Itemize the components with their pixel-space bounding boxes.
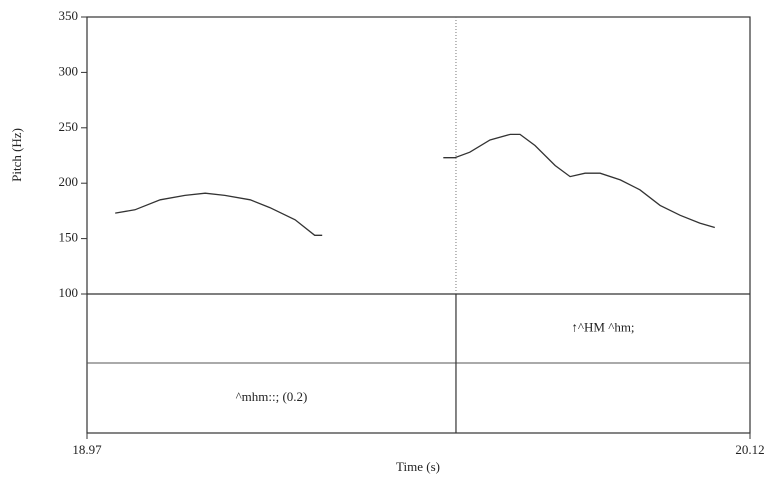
- y-axis-label: Pitch (Hz): [9, 128, 24, 182]
- tier-label: ↑^HM ^hm;: [571, 319, 634, 334]
- pitch-line: [115, 133, 715, 236]
- y-tick-label: 150: [59, 230, 79, 245]
- y-tick-label: 200: [59, 174, 79, 189]
- x-tick-label: 18.97: [72, 442, 102, 457]
- y-tick-label: 250: [59, 119, 79, 134]
- x-tick-label: 20.12: [735, 442, 764, 457]
- y-tick-label: 100: [59, 285, 79, 300]
- y-tick-label: 350: [59, 8, 79, 23]
- x-axis-label: Time (s): [396, 459, 440, 474]
- tier-label: ^mhm::; (0.2): [236, 389, 308, 404]
- y-tick-label: 300: [59, 63, 79, 78]
- frame: [86, 16, 751, 434]
